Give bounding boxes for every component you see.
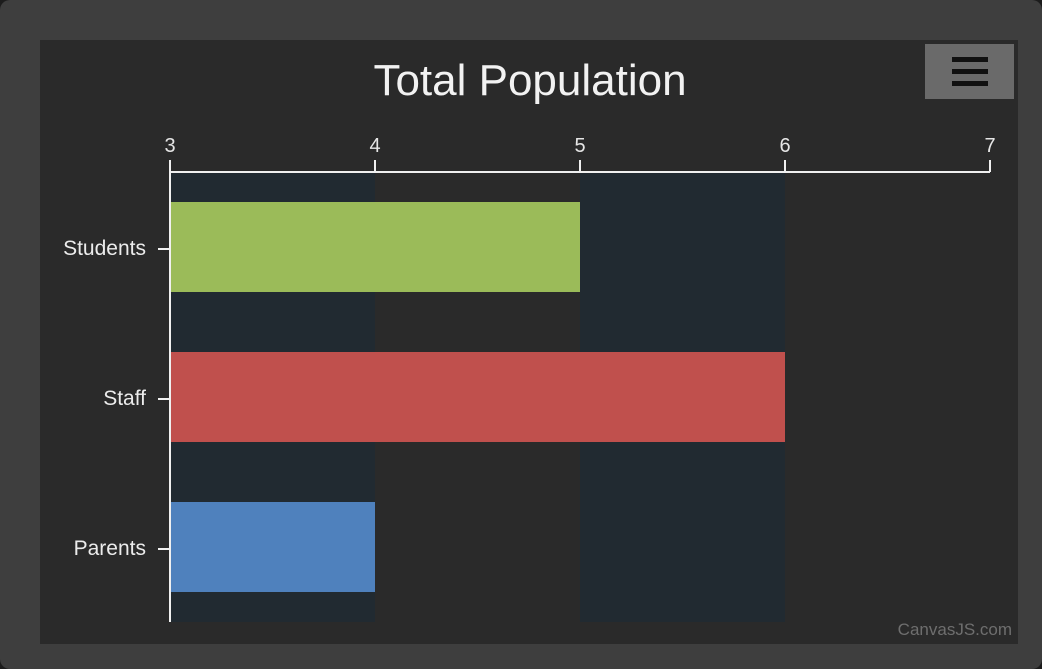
hamburger-icon [951,56,988,86]
axes: Students Staff Parents 3 4 5 6 7 [63,135,996,622]
bar-parents[interactable] [170,502,375,592]
category-label: Students [63,237,146,260]
value-tick-label: 6 [779,135,790,157]
credit-label[interactable]: CanvasJS.com [898,620,1012,639]
bar-students[interactable] [170,202,580,292]
menu-button[interactable] [925,44,1014,99]
bars [170,202,785,592]
chart-title: Total Population [373,56,686,105]
category-label: Parents [74,537,146,560]
value-tick-label: 5 [574,135,585,157]
category-label: Staff [103,387,146,410]
value-tick-label: 3 [164,135,175,157]
value-tick-label: 7 [984,135,995,157]
value-tick-label: 4 [369,135,380,157]
bar-staff[interactable] [170,352,785,442]
